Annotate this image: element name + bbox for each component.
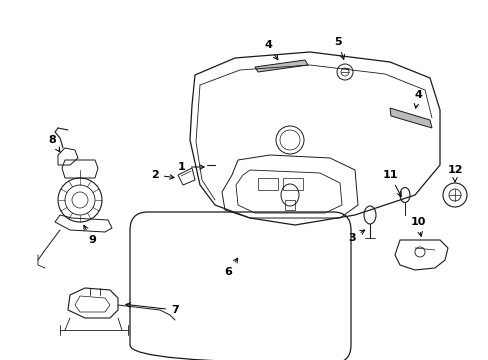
Text: 4: 4 xyxy=(413,90,421,108)
Text: 11: 11 xyxy=(382,170,400,197)
Text: 9: 9 xyxy=(84,225,96,245)
Polygon shape xyxy=(389,108,431,128)
Text: 5: 5 xyxy=(333,37,344,59)
Text: 8: 8 xyxy=(48,135,60,152)
Text: 1: 1 xyxy=(178,162,203,172)
Polygon shape xyxy=(254,60,307,72)
Text: 2: 2 xyxy=(151,170,174,180)
Text: 10: 10 xyxy=(409,217,425,236)
Text: 12: 12 xyxy=(447,165,462,182)
Text: 7: 7 xyxy=(125,303,179,315)
Text: 4: 4 xyxy=(264,40,277,60)
Text: 6: 6 xyxy=(224,258,237,277)
Text: 3: 3 xyxy=(347,230,364,243)
